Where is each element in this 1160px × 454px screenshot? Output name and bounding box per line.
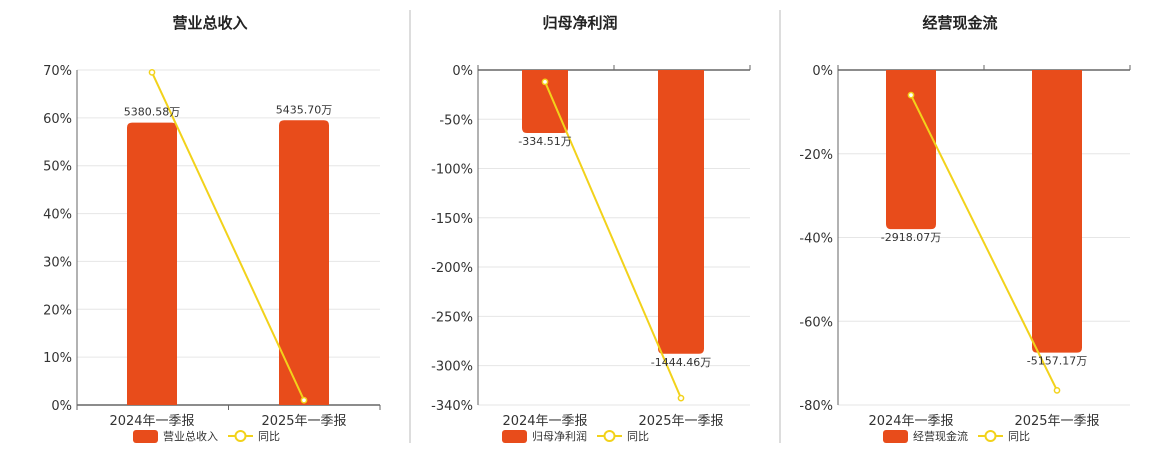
y-tick-label: 70%	[43, 64, 72, 79]
bar	[127, 122, 177, 406]
legend-label-bar: 经营现金流	[913, 429, 968, 443]
x-tick-label: 2024年一季报	[868, 414, 953, 429]
legend-swatch-marker	[984, 430, 997, 442]
y-tick-label: -60%	[799, 315, 833, 330]
bar-data-label: -1444.46万	[651, 356, 711, 369]
y-tick-label: 30%	[43, 255, 72, 270]
legend: 经营现金流 同比	[883, 429, 1030, 443]
y-tick-label: -100%	[431, 163, 473, 178]
bar-data-label: 5380.58万	[124, 106, 181, 119]
yoy-point	[907, 91, 915, 99]
y-tick-label: 50%	[43, 160, 72, 175]
y-tick-label: 0%	[51, 399, 72, 414]
y-tick-label: 60%	[43, 112, 72, 127]
legend-label-bar: 营业总收入	[163, 429, 218, 443]
yoy-line	[910, 94, 1058, 391]
legend-swatch-bar	[883, 430, 908, 443]
yoy-line	[544, 81, 682, 399]
chart-panel-2: 归母净利润 0% -50% -100% -150% -200% -250% -300% -340…	[431, 14, 751, 443]
x-tick-label: 2024年一季报	[502, 414, 587, 429]
y-tick-label: 0%	[452, 64, 473, 79]
y-tick-label: -150%	[431, 212, 473, 227]
y-tick-label: -250%	[431, 310, 473, 325]
y-tick-label: 0%	[812, 64, 833, 79]
y-tick-label: -20%	[799, 148, 833, 163]
chart-title: 营业总收入	[172, 14, 247, 32]
yoy-point	[541, 78, 549, 86]
y-tick-label: 40%	[43, 208, 72, 223]
legend-swatch-bar	[133, 430, 158, 443]
chart-panel-3: 经营现金流 0% -20% -40% -60% -80% -2918.07万 -5157.17…	[799, 14, 1131, 443]
x-tick-label: 2025年一季报	[638, 414, 723, 429]
legend: 营业总收入 同比	[133, 429, 280, 443]
chart-title: 经营现金流	[922, 14, 997, 32]
bar-data-label: -5157.17万	[1027, 355, 1087, 368]
yoy-line	[151, 71, 305, 401]
bar-data-label: -334.51万	[518, 135, 571, 148]
legend-swatch-marker	[603, 430, 616, 442]
x-tick-label: 2024年一季报	[109, 414, 194, 429]
y-tick-label: -300%	[431, 360, 473, 375]
yoy-point	[677, 394, 685, 402]
y-tick-label: -50%	[439, 113, 473, 128]
legend-swatch-marker	[234, 430, 247, 442]
x-tick-label: 2025年一季报	[1014, 414, 1099, 429]
bar	[658, 70, 704, 354]
legend: 归母净利润 同比	[502, 429, 649, 443]
y-tick-label: 10%	[43, 351, 72, 366]
legend-swatch-bar	[502, 430, 527, 443]
bar	[886, 70, 936, 230]
legend-label-line: 同比	[258, 430, 280, 443]
yoy-point	[300, 396, 308, 404]
y-tick-label: -200%	[431, 261, 473, 276]
y-tick-label: -40%	[799, 232, 833, 247]
legend-label-line: 同比	[627, 430, 649, 443]
bar	[522, 70, 568, 134]
bar	[1032, 70, 1082, 353]
legend-label-line: 同比	[1008, 430, 1030, 443]
chart-title: 归母净利润	[542, 14, 617, 32]
chart-panel-1: 营业总收入 0% 10% 20% 30% 40% 50% 60% 70% 5380.58万 5435…	[43, 14, 381, 443]
y-tick-label: -80%	[799, 399, 833, 414]
bar-data-label: -2918.07万	[881, 231, 941, 244]
bar	[279, 120, 329, 405]
y-tick-label: 20%	[43, 303, 72, 318]
legend-label-bar: 归母净利润	[532, 429, 587, 443]
bar-data-label: 5435.70万	[276, 103, 333, 116]
y-tick-label: -340%	[431, 399, 473, 414]
yoy-point	[1053, 386, 1061, 394]
x-tick-label: 2025年一季报	[261, 414, 346, 429]
yoy-point	[148, 69, 156, 76]
